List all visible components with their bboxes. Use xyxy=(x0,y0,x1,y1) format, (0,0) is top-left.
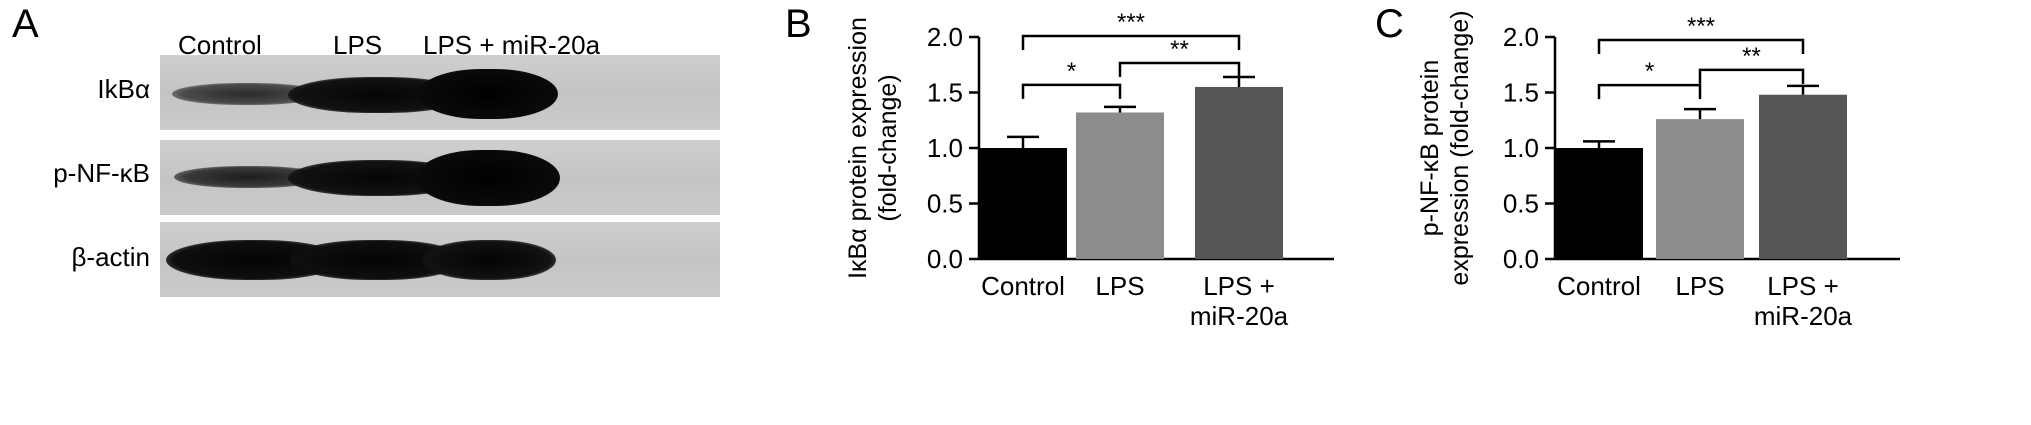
chart-c-ylabel-line-0: p-NF-κB protein xyxy=(1416,60,1444,236)
chart-b-bar-2 xyxy=(1195,86,1283,259)
row-label-ikba: IkBα xyxy=(97,74,150,104)
chart-b-ytick-label-4: 2.0 xyxy=(927,22,963,52)
band-ikba-control xyxy=(172,83,322,105)
chart-c-ytick-label-2: 1.0 xyxy=(1503,133,1539,163)
chart-b-ylabel-line-1: (fold-change) xyxy=(874,74,902,221)
band-ikba-lps-mir20a xyxy=(418,69,558,119)
chart-c-bar-1 xyxy=(1656,119,1744,259)
chart-b-category-label-2-0: LPS + xyxy=(1203,271,1275,301)
chart-b-bar-0 xyxy=(979,148,1067,259)
chart-c-p-nfkb-expression: 0.0 0.5 1.0 1.5 2.0 p-NF-κB protein expression… xyxy=(1416,10,1900,331)
chart-b-sig-label-1: ** xyxy=(1170,36,1189,63)
chart-b-category-label-0: Control xyxy=(981,271,1065,301)
chart-b-ytick-label-0: 0.0 xyxy=(927,244,963,274)
chart-c-sig-label-0: * xyxy=(1645,58,1654,85)
chart-b-category-label-2-1: miR-20a xyxy=(1190,301,1289,331)
band-p-nfkb-control xyxy=(174,166,324,188)
row-label-beta-actin: β-actin xyxy=(71,242,150,272)
chart-b-ytick-label-1: 0.5 xyxy=(927,189,963,219)
blot-strip-ikba xyxy=(160,55,720,130)
chart-c-ylabel-line-1: expression (fold-change) xyxy=(1446,10,1474,285)
chart-c-ytick-label-0: 0.0 xyxy=(1503,244,1539,274)
chart-c-category-label-0: Control xyxy=(1557,271,1641,301)
chart-c-category-label-2-0: LPS + xyxy=(1767,271,1839,301)
chart-c-category-label-2-1: miR-20a xyxy=(1754,301,1853,331)
chart-c-category-label-1: LPS xyxy=(1675,271,1724,301)
chart-c-bar-2 xyxy=(1759,94,1847,259)
panel-letter-a: A xyxy=(12,2,39,46)
chart-b-ylabel-line-0: IκBα protein expression xyxy=(844,17,872,279)
chart-c-bar-0 xyxy=(1555,148,1643,259)
chart-b-sig-bracket-2 xyxy=(1021,34,1241,50)
chart-b-sig-label-0: * xyxy=(1067,58,1076,85)
chart-b-bar-1 xyxy=(1076,112,1164,259)
chart-c-sig-label-1: ** xyxy=(1742,43,1761,70)
band-beta-actin-lps-mir20a xyxy=(422,240,556,280)
panel-letter-c: C xyxy=(1375,2,1404,46)
chart-c-ytick-label-3: 1.5 xyxy=(1503,78,1539,108)
chart-c-sig-bracket-1 xyxy=(1698,68,1805,84)
western-blot-panel: A Control LPS LPS + miR-20a IkBα p-NF-κB… xyxy=(0,0,780,425)
blot-strip-p-nfkb xyxy=(160,140,720,215)
band-p-nfkb-lps-mir20a xyxy=(416,150,560,206)
chart-b-ikba-expression: 0.0 0.5 1.0 1.5 2.0 IκBα protein expression (f… xyxy=(844,9,1334,331)
chart-c-sig-bracket-2 xyxy=(1597,38,1805,54)
chart-c-ytick-label-1: 0.5 xyxy=(1503,189,1539,219)
chart-c-ytick-label-4: 2.0 xyxy=(1503,22,1539,52)
panel-letter-b: B xyxy=(785,2,812,46)
chart-b-sig-bracket-1 xyxy=(1118,61,1241,77)
chart-b-sig-label-2: *** xyxy=(1117,9,1145,36)
row-label-p-nfkb: p-NF-κB xyxy=(53,158,150,188)
chart-b-sig-bracket-0 xyxy=(1021,83,1122,99)
chart-c-sig-label-2: *** xyxy=(1687,13,1715,40)
chart-b-ytick-label-2: 1.0 xyxy=(927,133,963,163)
blot-strip-beta-actin xyxy=(160,222,720,297)
chart-b-category-label-1: LPS xyxy=(1095,271,1144,301)
chart-b-ytick-label-3: 1.5 xyxy=(927,78,963,108)
chart-c-sig-bracket-0 xyxy=(1597,83,1702,100)
